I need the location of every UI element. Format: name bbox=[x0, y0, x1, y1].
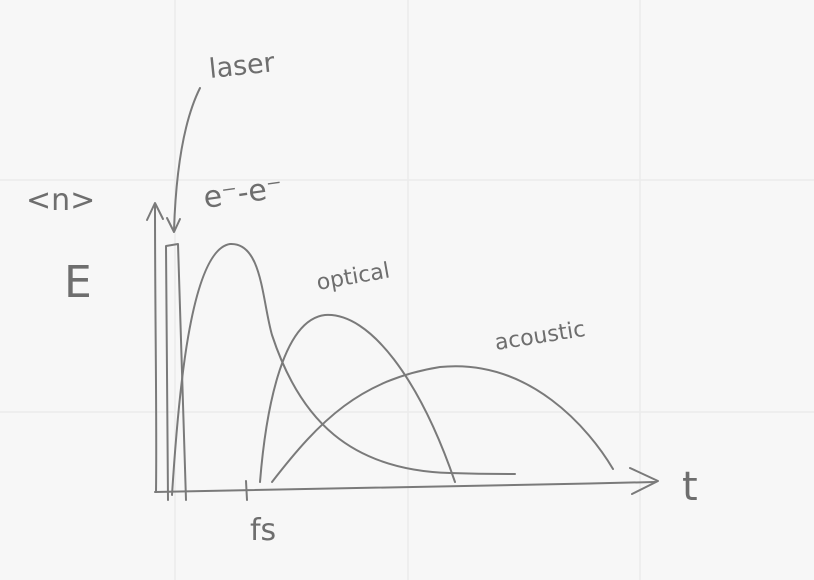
x-axis-arrowhead bbox=[629, 467, 659, 495]
laser-pointer-arrowhead bbox=[166, 217, 181, 233]
time-t-label: t bbox=[682, 464, 698, 510]
laser-pointer-arrow bbox=[173, 87, 201, 231]
energy-e-label: E bbox=[64, 257, 92, 308]
acoustic-curve bbox=[271, 365, 614, 483]
optical-curve bbox=[259, 313, 456, 483]
ee-curve bbox=[171, 242, 516, 496]
y-axis bbox=[154, 204, 158, 493]
acoustic-label: acoustic bbox=[493, 317, 587, 356]
laser-label: laser bbox=[207, 47, 277, 85]
fs-tick bbox=[245, 480, 248, 501]
occupation-n-label: <n> bbox=[26, 183, 95, 218]
y-axis-arrowhead bbox=[146, 202, 164, 221]
fs-label: fs bbox=[250, 513, 276, 548]
ee-label: e⁻-e⁻ bbox=[201, 170, 285, 216]
x-axis bbox=[154, 481, 656, 493]
optical-label: optical bbox=[315, 258, 392, 295]
